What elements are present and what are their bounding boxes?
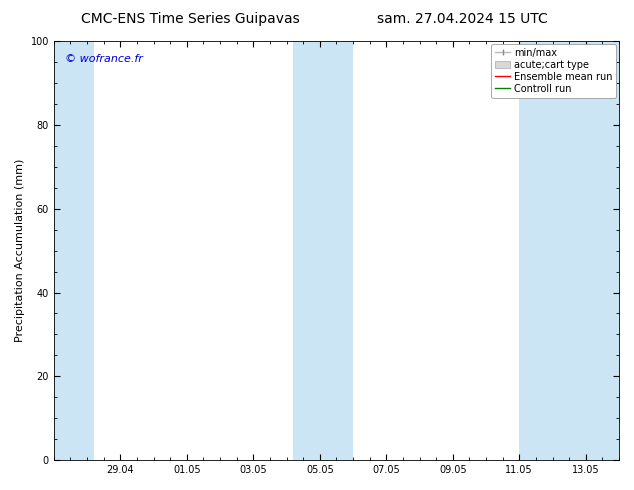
Bar xyxy=(54,41,94,460)
Legend: min/max, acute;cart type, Ensemble mean run, Controll run: min/max, acute;cart type, Ensemble mean … xyxy=(491,44,616,98)
Bar xyxy=(519,41,619,460)
Text: CMC-ENS Time Series Guipavas: CMC-ENS Time Series Guipavas xyxy=(81,12,300,26)
Text: © wofrance.fr: © wofrance.fr xyxy=(65,53,143,64)
Text: sam. 27.04.2024 15 UTC: sam. 27.04.2024 15 UTC xyxy=(377,12,548,26)
Y-axis label: Precipitation Accumulation (mm): Precipitation Accumulation (mm) xyxy=(15,159,25,343)
Bar xyxy=(293,41,353,460)
